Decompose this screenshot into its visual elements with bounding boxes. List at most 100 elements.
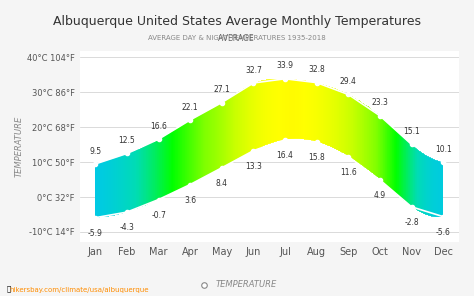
Polygon shape bbox=[164, 136, 165, 197]
Polygon shape bbox=[354, 98, 355, 160]
Polygon shape bbox=[158, 139, 159, 200]
Polygon shape bbox=[365, 104, 366, 168]
Polygon shape bbox=[421, 152, 422, 213]
Text: -5.9: -5.9 bbox=[88, 229, 103, 238]
Polygon shape bbox=[389, 124, 390, 188]
Polygon shape bbox=[329, 86, 330, 147]
Polygon shape bbox=[285, 79, 286, 140]
Polygon shape bbox=[109, 160, 110, 216]
Polygon shape bbox=[370, 108, 371, 172]
Polygon shape bbox=[243, 89, 244, 156]
Polygon shape bbox=[351, 96, 352, 158]
Polygon shape bbox=[233, 95, 234, 161]
Polygon shape bbox=[211, 109, 212, 174]
Polygon shape bbox=[408, 141, 409, 205]
Polygon shape bbox=[419, 151, 420, 212]
Polygon shape bbox=[333, 88, 334, 148]
Polygon shape bbox=[275, 79, 276, 142]
Polygon shape bbox=[249, 85, 250, 153]
Polygon shape bbox=[189, 121, 190, 185]
Polygon shape bbox=[284, 79, 285, 140]
Polygon shape bbox=[422, 153, 423, 213]
Polygon shape bbox=[323, 84, 324, 144]
Polygon shape bbox=[427, 156, 428, 215]
Polygon shape bbox=[148, 144, 149, 204]
Polygon shape bbox=[198, 116, 199, 181]
Polygon shape bbox=[282, 79, 283, 140]
Polygon shape bbox=[207, 111, 208, 176]
Polygon shape bbox=[95, 164, 96, 218]
Text: 4.9: 4.9 bbox=[374, 191, 386, 200]
Polygon shape bbox=[228, 98, 229, 164]
Polygon shape bbox=[375, 112, 376, 176]
Text: 32.8: 32.8 bbox=[308, 65, 325, 74]
Polygon shape bbox=[433, 159, 434, 217]
Polygon shape bbox=[107, 160, 108, 217]
Polygon shape bbox=[111, 159, 112, 216]
Polygon shape bbox=[359, 100, 360, 163]
Polygon shape bbox=[108, 160, 109, 217]
Text: 📍: 📍 bbox=[7, 285, 11, 292]
Text: TEMPERATURE: TEMPERATURE bbox=[216, 280, 277, 289]
Polygon shape bbox=[350, 96, 351, 158]
Polygon shape bbox=[182, 125, 183, 188]
Polygon shape bbox=[185, 123, 186, 187]
Polygon shape bbox=[294, 79, 295, 139]
Polygon shape bbox=[220, 104, 221, 169]
Polygon shape bbox=[426, 155, 427, 215]
Polygon shape bbox=[149, 144, 150, 204]
Polygon shape bbox=[378, 115, 379, 179]
Polygon shape bbox=[283, 79, 284, 140]
Polygon shape bbox=[163, 137, 164, 197]
Polygon shape bbox=[181, 126, 182, 189]
Polygon shape bbox=[216, 106, 217, 171]
Polygon shape bbox=[287, 79, 288, 140]
Polygon shape bbox=[281, 79, 282, 141]
Polygon shape bbox=[259, 81, 260, 148]
Polygon shape bbox=[338, 90, 339, 151]
Polygon shape bbox=[387, 122, 388, 186]
Text: 22.1: 22.1 bbox=[182, 103, 199, 112]
Polygon shape bbox=[269, 79, 270, 144]
Polygon shape bbox=[367, 106, 368, 170]
Polygon shape bbox=[436, 160, 437, 217]
Polygon shape bbox=[241, 90, 242, 157]
Polygon shape bbox=[441, 162, 442, 217]
Polygon shape bbox=[425, 155, 426, 215]
Polygon shape bbox=[279, 79, 280, 141]
Polygon shape bbox=[413, 146, 414, 208]
Polygon shape bbox=[429, 157, 430, 216]
Polygon shape bbox=[194, 118, 195, 182]
Polygon shape bbox=[130, 152, 131, 211]
Polygon shape bbox=[101, 162, 102, 217]
Polygon shape bbox=[306, 81, 307, 140]
Polygon shape bbox=[393, 128, 394, 192]
Polygon shape bbox=[399, 133, 400, 197]
Polygon shape bbox=[192, 119, 193, 184]
Text: 8.4: 8.4 bbox=[216, 179, 228, 188]
Polygon shape bbox=[162, 137, 163, 198]
Polygon shape bbox=[204, 112, 205, 177]
Polygon shape bbox=[212, 108, 213, 173]
Polygon shape bbox=[217, 105, 218, 170]
Polygon shape bbox=[298, 80, 299, 139]
Polygon shape bbox=[361, 102, 362, 165]
Polygon shape bbox=[175, 129, 176, 192]
Polygon shape bbox=[140, 148, 141, 207]
Polygon shape bbox=[260, 81, 261, 148]
Polygon shape bbox=[184, 123, 185, 187]
Polygon shape bbox=[336, 89, 337, 149]
Polygon shape bbox=[139, 149, 140, 208]
Polygon shape bbox=[190, 120, 191, 185]
Polygon shape bbox=[214, 107, 215, 172]
Polygon shape bbox=[196, 117, 197, 181]
Polygon shape bbox=[103, 162, 104, 217]
Polygon shape bbox=[237, 92, 238, 159]
Polygon shape bbox=[180, 126, 181, 190]
Text: 13.3: 13.3 bbox=[245, 162, 262, 171]
Y-axis label: TEMPERATURE: TEMPERATURE bbox=[15, 116, 24, 177]
Polygon shape bbox=[257, 82, 258, 149]
Polygon shape bbox=[355, 98, 356, 161]
Polygon shape bbox=[174, 130, 175, 192]
Text: 10.1: 10.1 bbox=[435, 144, 452, 154]
